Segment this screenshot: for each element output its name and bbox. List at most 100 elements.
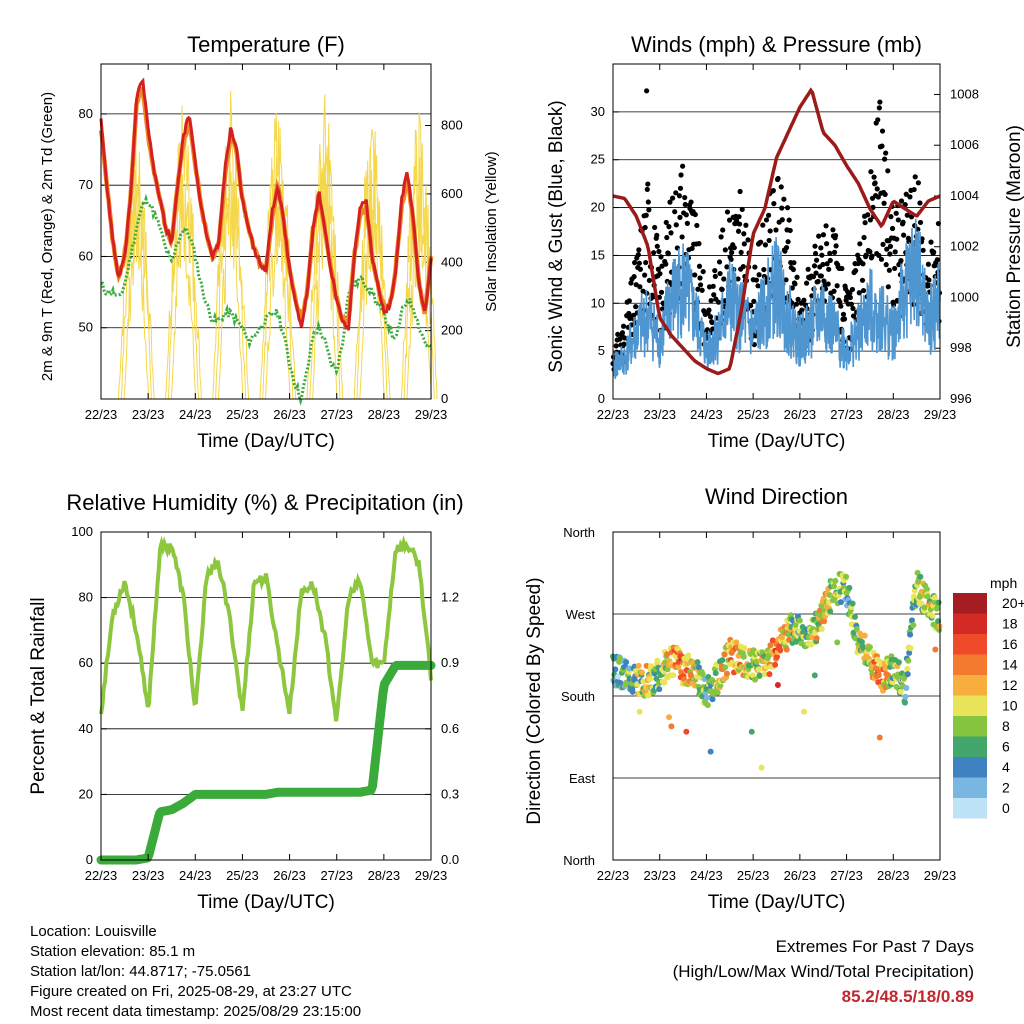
gust-point: [848, 301, 854, 307]
direction-point: [904, 671, 911, 678]
y2-tick-label: 998: [950, 340, 972, 355]
gust-point: [839, 265, 845, 272]
solar-line: [312, 151, 344, 400]
gust-point: [810, 274, 817, 280]
legend-swatch: [953, 757, 987, 778]
direction-point: [832, 577, 839, 584]
direction-point: [935, 599, 942, 606]
gust-point: [651, 250, 657, 256]
gust-point: [678, 172, 684, 178]
gust-point: [886, 267, 892, 273]
gust-point: [722, 247, 728, 253]
direction-point: [709, 696, 716, 703]
plot-frame: [612, 531, 941, 861]
gust-point: [697, 282, 704, 288]
direction-point: [733, 639, 740, 646]
direction-point: [907, 631, 914, 638]
gust-point: [763, 217, 770, 223]
gust-point: [875, 194, 881, 200]
direction-point: [756, 672, 763, 679]
gust-point: [847, 294, 853, 301]
x-tick-label: 28/23: [877, 868, 910, 883]
gust-point: [803, 280, 810, 286]
gust-point: [760, 222, 766, 228]
solar-line: [359, 149, 391, 400]
gust-point: [915, 180, 921, 186]
gust-point: [654, 232, 660, 238]
gust-point: [898, 258, 904, 264]
gust-point: [784, 205, 791, 211]
gust-point: [865, 212, 871, 218]
y-tick-label: 40: [79, 721, 93, 736]
gust-point: [907, 194, 913, 200]
direction-tick-label: South: [561, 689, 595, 704]
direction-point: [817, 612, 824, 619]
gust-point: [736, 214, 742, 220]
direction-point: [654, 657, 661, 664]
gust-point: [708, 298, 714, 304]
direction-point: [799, 624, 806, 631]
extremes-values: 85.2/48.5/18/0.89: [841, 987, 974, 1006]
gust-point: [876, 105, 882, 111]
y2-tick-label: 600: [441, 186, 463, 201]
direction-point: [923, 586, 930, 593]
gust-point: [881, 200, 887, 206]
gust-point: [821, 278, 827, 284]
direction-point: [647, 663, 654, 670]
direction-point: [703, 694, 710, 701]
gust-point: [719, 286, 725, 293]
direction-point: [714, 689, 721, 696]
gust-point: [860, 287, 867, 294]
gust-point: [720, 227, 726, 233]
gust-point: [668, 230, 674, 236]
gust-point: [887, 251, 893, 257]
gust-point: [862, 220, 868, 226]
direction-point: [675, 664, 682, 671]
x-axis-label: Time (Day/UTC): [708, 892, 846, 913]
legend-label: 12: [1002, 677, 1018, 693]
gust-point: [748, 303, 754, 309]
direction-point: [837, 599, 844, 606]
gust-point: [755, 283, 761, 289]
gust-point: [721, 276, 727, 282]
gust-point: [790, 266, 796, 273]
gust-point: [926, 277, 932, 283]
direction-point: [721, 651, 728, 658]
y2-tick-label: 1.2: [441, 590, 459, 605]
x-tick-label: 27/23: [320, 407, 353, 422]
gust-point: [637, 266, 644, 272]
gust-point: [692, 211, 698, 218]
gust-point: [781, 196, 787, 202]
direction-point: [858, 639, 865, 646]
solar-line: [123, 171, 155, 400]
legend-label: 20+: [1002, 595, 1024, 611]
x-tick-label: 24/23: [179, 407, 212, 422]
gust-point: [823, 223, 829, 229]
direction-point: [848, 621, 855, 628]
legend-swatch: [953, 593, 987, 614]
legend-swatch: [953, 736, 987, 757]
gust-point: [735, 276, 741, 282]
gust-point: [861, 234, 867, 241]
gust-point: [665, 250, 671, 257]
y-tick-label: 25: [591, 152, 605, 167]
recent-timestamp: Most recent data timestamp: 2025/08/29 2…: [30, 1003, 362, 1020]
gust-point: [753, 277, 760, 283]
gust-point: [643, 212, 649, 218]
gust-point: [827, 250, 833, 256]
gust-point: [741, 241, 747, 247]
plot-frame: [100, 531, 432, 861]
gust-point: [642, 272, 648, 278]
x-axis-label: Time (Day/UTC): [197, 431, 335, 452]
direction-point: [809, 634, 816, 641]
direction-point: [924, 593, 931, 600]
y2-tick-label: 0.9: [441, 655, 459, 670]
direction-point: [907, 645, 914, 652]
gust-point: [917, 219, 924, 226]
gust-point: [715, 299, 722, 305]
gust-point: [646, 207, 652, 213]
extremes-subtitle: (High/Low/Max Wind/Total Precipitation): [672, 962, 974, 981]
gust-point: [892, 265, 898, 272]
gust-point: [901, 232, 907, 238]
